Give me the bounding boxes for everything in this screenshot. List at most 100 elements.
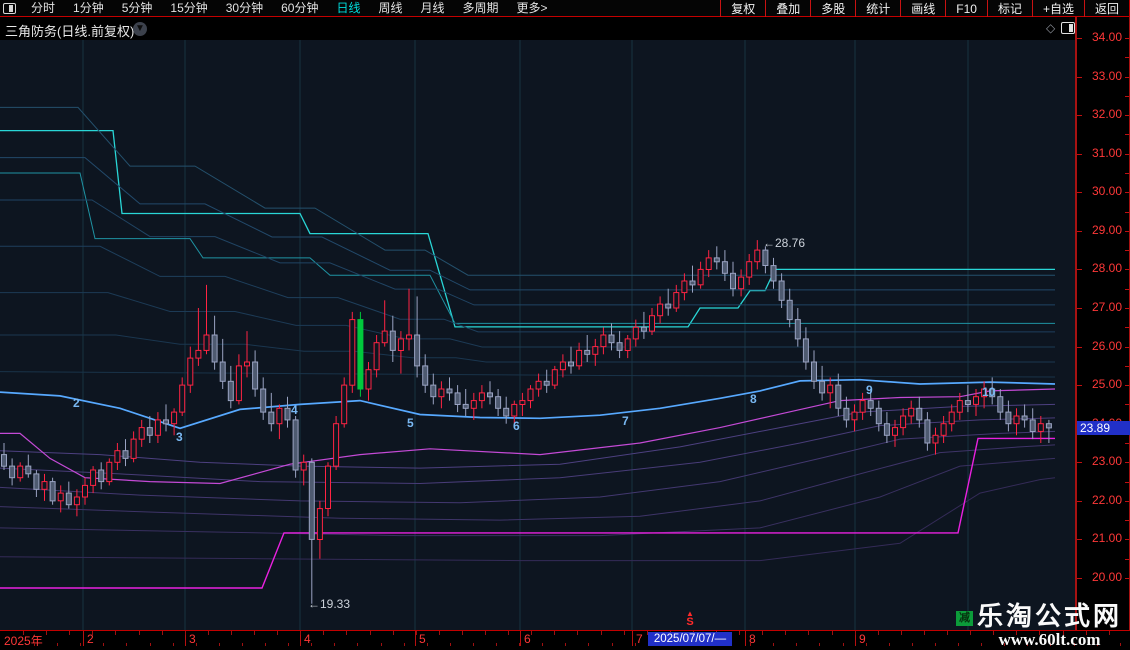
year-label: 2025年 bbox=[4, 634, 43, 648]
tool-menu-item[interactable]: F10 bbox=[945, 0, 987, 17]
price-axis-edge-tick bbox=[1125, 539, 1129, 541]
minor-tick bbox=[1097, 643, 1098, 647]
period-menu-item[interactable]: 15分钟 bbox=[170, 1, 208, 15]
minor-tick bbox=[855, 631, 856, 635]
minor-tick bbox=[231, 631, 232, 635]
candle bbox=[406, 334, 412, 340]
minor-tick bbox=[808, 631, 809, 635]
tool-menu-item[interactable]: 标记 bbox=[986, 0, 1032, 17]
month-label: 6 bbox=[524, 632, 531, 646]
candle bbox=[316, 508, 323, 541]
period-menu-item[interactable]: 1分钟 bbox=[73, 1, 104, 15]
period-menu-item[interactable]: 30分钟 bbox=[225, 1, 264, 15]
candle bbox=[900, 415, 907, 429]
minor-tick bbox=[139, 631, 140, 635]
price-axis-edge-tick bbox=[1125, 307, 1129, 309]
price-axis-tick bbox=[1077, 230, 1082, 232]
minor-tick bbox=[496, 643, 497, 647]
window-panel-icon[interactable] bbox=[1061, 22, 1075, 34]
price-axis-label: 31.00 bbox=[1091, 145, 1122, 160]
candle bbox=[997, 396, 1004, 413]
period-menu-item[interactable]: 60分钟 bbox=[281, 1, 319, 15]
minor-tick bbox=[762, 631, 763, 635]
month-tick bbox=[855, 631, 856, 647]
indicator-line-blue-ma bbox=[0, 378, 1056, 430]
minor-tick bbox=[242, 643, 243, 647]
minor-tick bbox=[196, 643, 197, 647]
candle bbox=[673, 292, 680, 309]
minor-tick bbox=[935, 643, 936, 647]
candle bbox=[146, 427, 153, 436]
watermark-site-name: 乐淘公式网 bbox=[976, 601, 1122, 631]
chevron-down-icon[interactable]: ▼ bbox=[133, 22, 147, 36]
tool-menu-item[interactable]: 统计 bbox=[855, 0, 900, 17]
minor-tick bbox=[69, 631, 70, 635]
candle bbox=[106, 461, 113, 483]
price-axis-edge-tick bbox=[1125, 95, 1129, 97]
candle bbox=[811, 361, 817, 382]
candle bbox=[584, 349, 591, 355]
price-axis-label: 20.00 bbox=[1091, 569, 1122, 584]
candle bbox=[260, 388, 267, 413]
candle bbox=[511, 403, 518, 417]
month-tick bbox=[745, 631, 746, 647]
tool-menu-item[interactable]: 复权 bbox=[720, 0, 765, 17]
indicator-line-magenta-mid bbox=[0, 388, 1056, 485]
chart-canvas bbox=[0, 40, 1056, 630]
indicator-line-lower-envelope bbox=[0, 437, 1055, 589]
minor-tick bbox=[288, 643, 289, 647]
minor-tick bbox=[1027, 643, 1028, 647]
price-axis-edge-tick bbox=[1125, 365, 1129, 367]
period-menu-item[interactable]: 多周期 bbox=[462, 1, 499, 15]
price-axis-tick bbox=[1077, 269, 1082, 271]
candle bbox=[462, 403, 469, 409]
minor-tick bbox=[254, 631, 255, 635]
page-title[interactable]: 三角防务(日线.前复权) bbox=[5, 24, 135, 39]
tool-menu-item[interactable]: 叠加 bbox=[765, 0, 810, 17]
candle bbox=[827, 384, 834, 394]
period-menu-item[interactable]: 周线 bbox=[378, 1, 403, 15]
price-axis-label: 23.00 bbox=[1091, 454, 1122, 469]
candle bbox=[49, 481, 56, 502]
candle bbox=[568, 361, 574, 367]
minor-tick bbox=[739, 631, 740, 635]
period-menu-item[interactable]: 分时 bbox=[31, 1, 56, 15]
tool-menu-item[interactable]: 返回 bbox=[1083, 0, 1129, 17]
minor-tick bbox=[473, 643, 474, 647]
price-axis-tick bbox=[1077, 385, 1082, 387]
panel-toggle-icon[interactable] bbox=[3, 2, 16, 14]
period-menu-item[interactable]: 日线 bbox=[336, 1, 361, 15]
candle bbox=[551, 369, 558, 386]
ma-sequence-label: 9 bbox=[866, 383, 873, 397]
indicator-line-lower-fan-5 bbox=[0, 457, 1056, 537]
minor-tick bbox=[1120, 643, 1121, 647]
candle bbox=[1013, 415, 1020, 425]
candle bbox=[333, 423, 340, 467]
candlestick-chart[interactable]: ←28.76 ←19.33 ▲ S 减 2 3 4 5 6 7 8 9 10 bbox=[0, 40, 1075, 630]
period-menu-item[interactable]: 更多> bbox=[516, 1, 548, 15]
title-bar: 三角防务(日线.前复权) ▼ ◇ bbox=[0, 17, 1075, 40]
month-label: 3 bbox=[189, 632, 196, 646]
minor-tick bbox=[1109, 631, 1110, 635]
candle bbox=[973, 396, 979, 405]
candle bbox=[964, 400, 971, 406]
diamond-icon[interactable]: ◇ bbox=[1046, 21, 1056, 35]
candle bbox=[738, 276, 745, 290]
tool-menu-item[interactable]: 画线 bbox=[900, 0, 945, 17]
candle bbox=[1021, 415, 1028, 421]
indicator-line-upper-fan-6 bbox=[0, 334, 1055, 363]
month-label: 2 bbox=[87, 632, 94, 646]
candle bbox=[802, 338, 809, 363]
minor-tick bbox=[1086, 631, 1087, 635]
sell-signal-marker: ▲ S bbox=[684, 610, 696, 628]
candle bbox=[859, 400, 866, 413]
high-price-annotation: ←28.76 bbox=[763, 236, 806, 250]
minor-tick bbox=[531, 631, 532, 635]
tool-menu-item[interactable]: +自选 bbox=[1031, 0, 1084, 17]
price-axis-tick bbox=[1077, 38, 1082, 39]
tool-menu-item[interactable]: 多股 bbox=[810, 0, 855, 17]
candle bbox=[689, 280, 696, 286]
candle bbox=[90, 469, 97, 486]
period-menu-item[interactable]: 月线 bbox=[420, 1, 445, 15]
period-menu-item[interactable]: 5分钟 bbox=[121, 1, 153, 15]
